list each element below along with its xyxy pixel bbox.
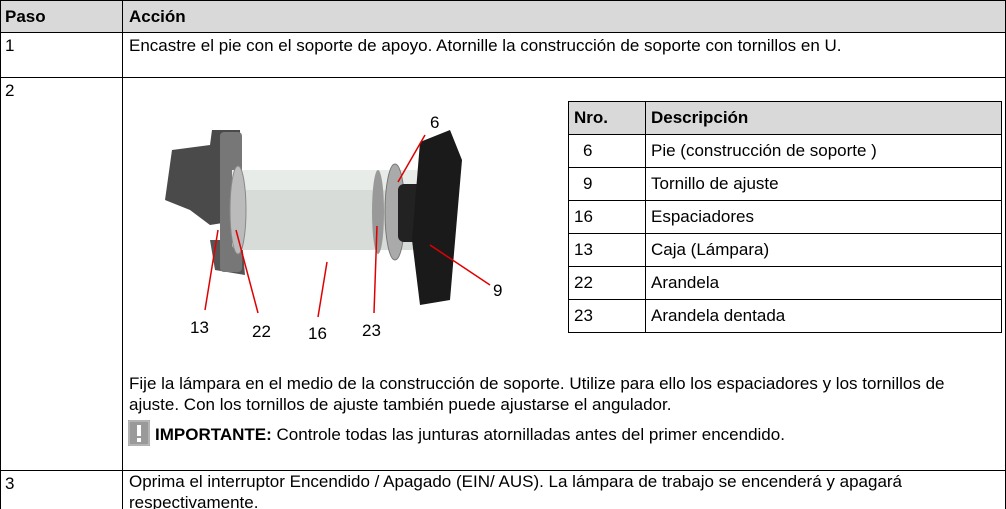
- part-number-cell-text: 16: [574, 207, 593, 226]
- part-description-cell-text: Arandela: [651, 273, 720, 292]
- figure-label: 22: [252, 322, 271, 341]
- step-number: 1: [5, 36, 15, 55]
- figure-label: 16: [308, 324, 327, 343]
- part-description-cell-text: Pie (construcción de soporte ): [651, 141, 877, 160]
- part-description-cell: Caja (Lámpara): [645, 233, 1002, 267]
- figure-label: 13: [190, 318, 209, 337]
- action-cell: Oprima el interruptor Encendido / Apagad…: [122, 470, 1006, 509]
- parts-header-cell-text: Nro.: [574, 108, 608, 127]
- part-description-cell-text: Tornillo de ajuste: [651, 174, 779, 193]
- header-text: Acción: [129, 7, 186, 26]
- step-cell: 3: [0, 470, 123, 509]
- figure-label: 9: [493, 281, 502, 300]
- part-photo: [165, 130, 462, 305]
- part-description-cell: Pie (construcción de soporte ): [645, 134, 1002, 168]
- header-cell: Paso: [0, 0, 123, 33]
- instruction-text: Fije la lámpara en el medio de la constr…: [129, 374, 945, 414]
- part-number-cell: 13: [568, 233, 646, 267]
- part-description-cell-text: Arandela dentada: [651, 306, 786, 325]
- part-description-cell-text: Caja (Lámpara): [651, 240, 770, 259]
- part-number-cell: 22: [568, 266, 646, 300]
- warning-icon: [128, 420, 150, 446]
- part-number-cell: 6: [568, 134, 646, 168]
- part-description-cell: Espaciadores: [645, 200, 1002, 234]
- part-description-cell: Arandela: [645, 266, 1002, 300]
- part-number-cell-text: 22: [574, 273, 593, 292]
- part-figure: 6 9 13 22 16 23: [165, 113, 502, 343]
- part-number-cell-text: 13: [574, 240, 593, 259]
- part-number-cell: 9: [568, 167, 646, 201]
- parts-header-cell-text: Descripción: [651, 108, 749, 127]
- step-cell: 1: [0, 32, 123, 78]
- note-label: IMPORTANTE:: [155, 425, 272, 444]
- step-number: 3: [5, 474, 15, 493]
- action-text: Encastre el pie con el soporte de apoyo.…: [129, 36, 842, 55]
- header-text: Paso: [5, 7, 46, 26]
- part-description-cell: Arandela dentada: [645, 299, 1002, 333]
- parts-header-cell: Nro.: [568, 101, 646, 135]
- part-number-cell: 23: [568, 299, 646, 333]
- part-description-cell: Tornillo de ajuste: [645, 167, 1002, 201]
- figure-label: 6: [430, 113, 439, 132]
- figure-label: 23: [362, 321, 381, 340]
- part-description-cell-text: Espaciadores: [651, 207, 755, 226]
- parts-header-cell: Descripción: [645, 101, 1002, 135]
- step-cell: 2: [0, 77, 123, 471]
- part-number-cell: 16: [568, 200, 646, 234]
- action-text: Oprima el interruptor Encendido / Apagad…: [129, 472, 903, 509]
- step-number: 2: [5, 81, 15, 100]
- note: IMPORTANTE: Controle todas las junturas …: [155, 424, 785, 445]
- note-text: Controle todas las junturas atornilladas…: [276, 425, 785, 444]
- part-number-cell-text: 6: [583, 141, 593, 160]
- header-cell: Acción: [122, 0, 1006, 33]
- part-number-cell-text: 23: [574, 306, 593, 325]
- action-cell: Encastre el pie con el soporte de apoyo.…: [122, 32, 1006, 78]
- part-number-cell-text: 9: [583, 174, 593, 193]
